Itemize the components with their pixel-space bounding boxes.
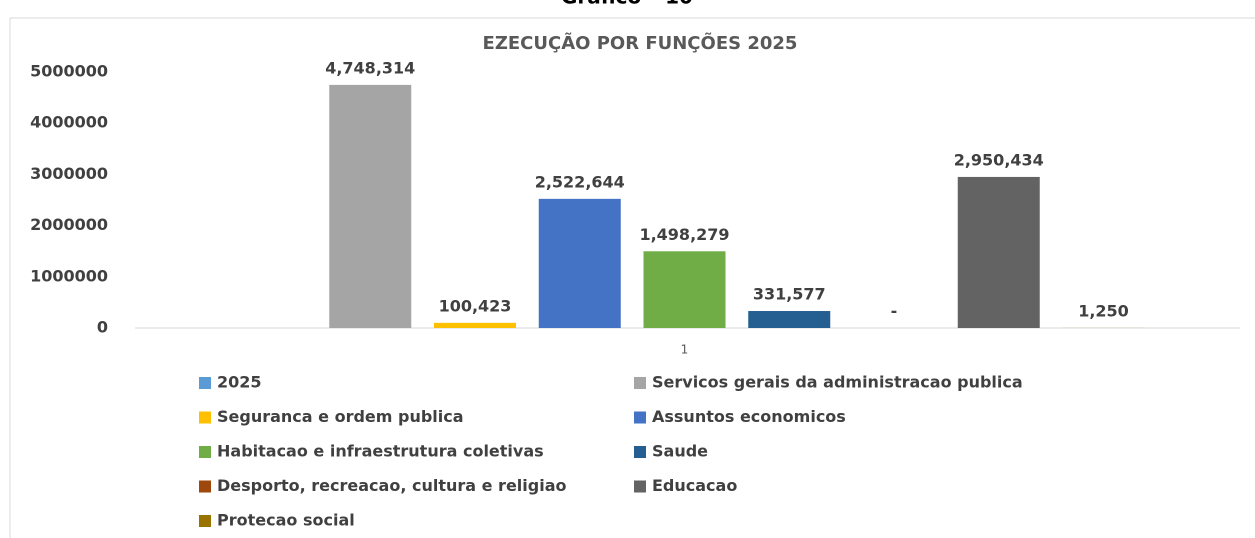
value-label: 4,748,314 (325, 58, 415, 77)
legend-label: 2025 (217, 373, 262, 392)
chart-title: EZECUÇÃO POR FUNÇÕES 2025 (483, 31, 798, 54)
legend-label: Desporto, recreacao, cultura e religiao (217, 476, 566, 495)
legend-swatch (199, 411, 211, 424)
bar (748, 311, 831, 328)
y-tick-label: 5000000 (30, 62, 108, 81)
y-tick-label: 2000000 (30, 215, 108, 234)
bar (957, 176, 1040, 328)
bar (538, 198, 621, 328)
value-label: 2,522,644 (535, 172, 625, 191)
legend-swatch (199, 480, 211, 493)
legend-label: Assuntos economicos (652, 407, 846, 426)
y-tick-label: 4000000 (30, 113, 108, 132)
y-tick-label: 0 (97, 318, 108, 337)
legend-swatch (634, 411, 646, 424)
legend-label: Seguranca e ordem publica (217, 407, 464, 426)
legend-swatch (634, 446, 646, 458)
legend-swatch (199, 515, 211, 527)
y-tick-label: 1000000 (30, 266, 108, 285)
value-label: 1,498,279 (639, 225, 729, 244)
y-tick-label: 3000000 (30, 164, 108, 183)
bar (643, 251, 726, 328)
value-label: 331,577 (753, 285, 826, 304)
legend-label: Protecao social (217, 511, 355, 530)
legend-swatch (199, 446, 211, 458)
legend-label: Habitacao e infraestrutura coletivas (217, 442, 544, 461)
value-label: - (891, 302, 898, 321)
bar (434, 322, 516, 328)
x-tick-label: 1 (681, 343, 689, 357)
heading: Gráfico – 10 (561, 0, 693, 9)
value-label: 2,950,434 (954, 150, 1044, 169)
legend-swatch (634, 377, 646, 389)
value-label: 100,423 (439, 296, 512, 315)
legend-swatch (634, 480, 646, 493)
legend-label: Servicos gerais da administracao publica (652, 373, 1023, 392)
legend-label: Saude (652, 442, 708, 461)
legend-swatch (199, 377, 211, 389)
legend-label: Educacao (652, 476, 737, 495)
bar (329, 84, 412, 328)
value-label: 1,250 (1078, 301, 1129, 320)
